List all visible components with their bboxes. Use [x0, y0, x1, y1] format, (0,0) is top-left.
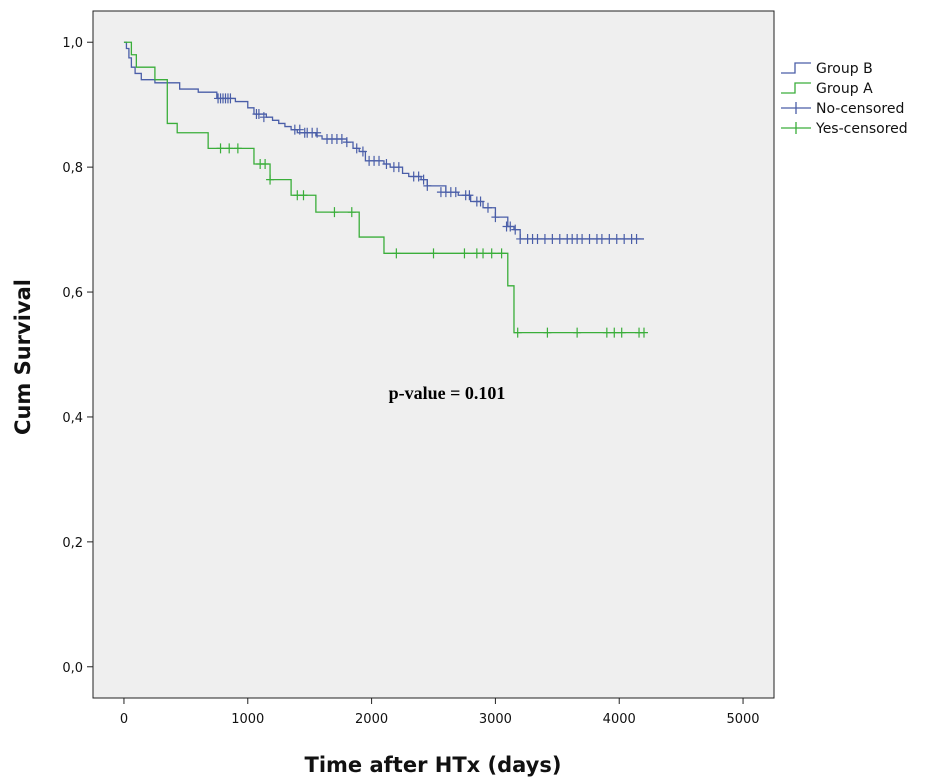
- censor-mark: [337, 134, 346, 145]
- x-tick-label: 3000: [479, 712, 512, 727]
- censor-mark: [460, 248, 469, 259]
- legend-label: Group B: [816, 61, 873, 77]
- censor-mark: [392, 248, 401, 259]
- censor-mark: [506, 221, 515, 232]
- x-axis: 0 1000 2000 3000 4000 5000: [120, 698, 760, 727]
- legend-label: Group A: [816, 81, 873, 97]
- legend-label: Yes-censored: [815, 121, 908, 137]
- censor-mark: [347, 207, 356, 218]
- censor-mark: [216, 143, 225, 154]
- censor-mark: [261, 159, 270, 170]
- legend-item-yes-censored: Yes-censored: [781, 121, 908, 137]
- censor-mark: [419, 174, 428, 185]
- censor-mark: [259, 112, 268, 123]
- y-tick-label: 1,0: [62, 36, 83, 51]
- censor-mark: [225, 143, 234, 154]
- legend-label: No-censored: [816, 101, 904, 117]
- y-tick-label: 0,4: [62, 411, 83, 426]
- censor-mark: [540, 233, 549, 244]
- plot-area: [92, 10, 775, 699]
- censor-mark: [423, 180, 432, 191]
- x-tick-label: 2000: [355, 712, 388, 727]
- censor-mark: [497, 248, 506, 259]
- censor-mark: [612, 233, 621, 244]
- censor-mark: [602, 327, 611, 338]
- y-tick-label: 0,0: [62, 661, 83, 676]
- censor-mark: [429, 248, 438, 259]
- censor-mark: [330, 207, 339, 218]
- censor-mark: [375, 155, 384, 166]
- censor-mark: [617, 327, 626, 338]
- censor-mark: [254, 109, 263, 120]
- censor-mark: [414, 171, 423, 182]
- series-layer: [123, 41, 648, 338]
- censor-mark: [394, 162, 403, 173]
- censor-mark: [476, 196, 485, 207]
- censor-mark: [483, 202, 492, 213]
- censor-mark: [543, 327, 552, 338]
- censor-mark: [313, 127, 322, 138]
- censor-mark: [352, 143, 361, 154]
- censor-mark: [573, 327, 582, 338]
- legend-step-swatch: [781, 62, 811, 74]
- censor-mark: [226, 93, 235, 104]
- series-group-b: [123, 41, 644, 244]
- x-tick-label: 5000: [726, 712, 759, 727]
- x-tick-label: 0: [120, 712, 128, 727]
- censor-mark: [605, 233, 614, 244]
- censor-mark: [610, 327, 619, 338]
- censor-mark: [479, 248, 488, 259]
- x-tick-label: 1000: [231, 712, 264, 727]
- x-axis-title: Time after HTx (days): [305, 753, 562, 777]
- legend-cross-swatch: [781, 122, 811, 134]
- censor-mark: [585, 233, 594, 244]
- censor-mark: [620, 233, 629, 244]
- censor-mark: [632, 233, 641, 244]
- series-group-a: [123, 41, 648, 338]
- y-tick-label: 0,2: [62, 536, 83, 551]
- censor-mark: [548, 233, 557, 244]
- censor-mark: [513, 327, 522, 338]
- censor-mark: [516, 233, 525, 244]
- p-value-annotation: p-value = 0.101: [389, 383, 506, 403]
- censor-mark: [358, 146, 367, 157]
- censor-mark: [266, 174, 275, 185]
- y-tick-label: 0,6: [62, 286, 83, 301]
- legend-step-swatch: [781, 82, 811, 94]
- censor-mark: [639, 327, 648, 338]
- censor-mark: [578, 233, 587, 244]
- censor-mark: [491, 212, 500, 223]
- censor-mark: [555, 233, 564, 244]
- censor-mark: [597, 233, 606, 244]
- legend: Group B Group A No-censored Yes-censored: [781, 61, 908, 137]
- legend-item-no-censored: No-censored: [781, 101, 904, 117]
- censor-mark: [487, 248, 496, 259]
- y-axis: 0,0 0,2 0,4 0,6 0,8 1,0: [62, 36, 93, 676]
- censor-mark: [465, 190, 474, 201]
- censor-mark: [451, 187, 460, 198]
- legend-cross-swatch: [781, 102, 811, 114]
- legend-item-group-b: Group B: [781, 61, 873, 77]
- censor-mark: [295, 124, 304, 135]
- legend-item-group-a: Group A: [781, 81, 873, 97]
- censor-mark: [299, 190, 308, 201]
- censor-mark: [342, 137, 351, 148]
- censor-mark: [382, 159, 391, 170]
- x-tick-label: 4000: [603, 712, 636, 727]
- y-tick-label: 0,8: [62, 161, 83, 176]
- censor-mark: [511, 224, 520, 235]
- y-axis-title: Cum Survival: [11, 279, 35, 435]
- censor-mark: [533, 233, 542, 244]
- censor-mark: [233, 143, 242, 154]
- survival-step-line: [123, 41, 644, 240]
